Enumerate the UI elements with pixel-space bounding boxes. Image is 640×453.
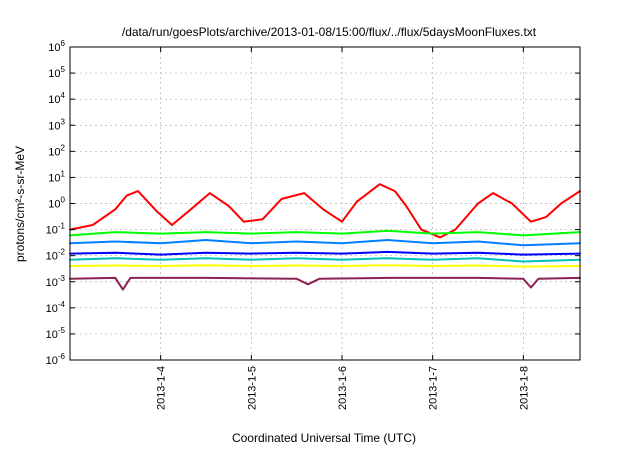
series-line-6 — [69, 264, 581, 268]
x-tick-label: 2013-1-7 — [428, 366, 440, 410]
x-tick-label: 2013-1-5 — [246, 366, 258, 410]
series-line-3 — [69, 239, 581, 247]
series-line-5 — [69, 257, 581, 263]
x-tick-label: 2013-1-8 — [518, 366, 530, 410]
series-line-4 — [69, 250, 581, 256]
y-tick-label: 104 — [48, 91, 65, 106]
y-tick-label: 102 — [48, 143, 65, 158]
y-tick-label: 105 — [48, 65, 65, 80]
y-axis-label: protons/cm²-s-sr-MeV — [13, 146, 27, 262]
grid — [70, 47, 580, 360]
series-layer — [69, 183, 581, 291]
y-tick-label: 10-2 — [46, 248, 66, 263]
y-tick-label: 10-3 — [46, 274, 66, 289]
y-tick-label: 106 — [48, 39, 65, 54]
y-tick-label: 10-6 — [46, 352, 66, 367]
series-line-2 — [69, 229, 581, 237]
series-line-1 — [69, 183, 581, 239]
x-tick-label: 2013-1-6 — [337, 366, 349, 410]
x-tick-label: 2013-1-4 — [156, 366, 168, 410]
chart-title: /data/run/goesPlots/archive/2013-01-08/1… — [122, 25, 537, 39]
x-axis-label: Coordinated Universal Time (UTC) — [232, 431, 416, 445]
tick-layer: 10-6 10-5 10-4 10-3 10-2 10-1 100 101 102 103 104 1… — [46, 39, 580, 410]
y-tick-label: 10-5 — [46, 326, 66, 341]
y-tick-label: 101 — [48, 169, 65, 184]
series-line-7 — [69, 276, 581, 291]
y-tick-label: 100 — [48, 196, 65, 211]
y-tick-label: 10-4 — [46, 300, 66, 315]
y-tick-label: 103 — [48, 117, 65, 132]
y-tick-label: 10-1 — [46, 222, 66, 237]
